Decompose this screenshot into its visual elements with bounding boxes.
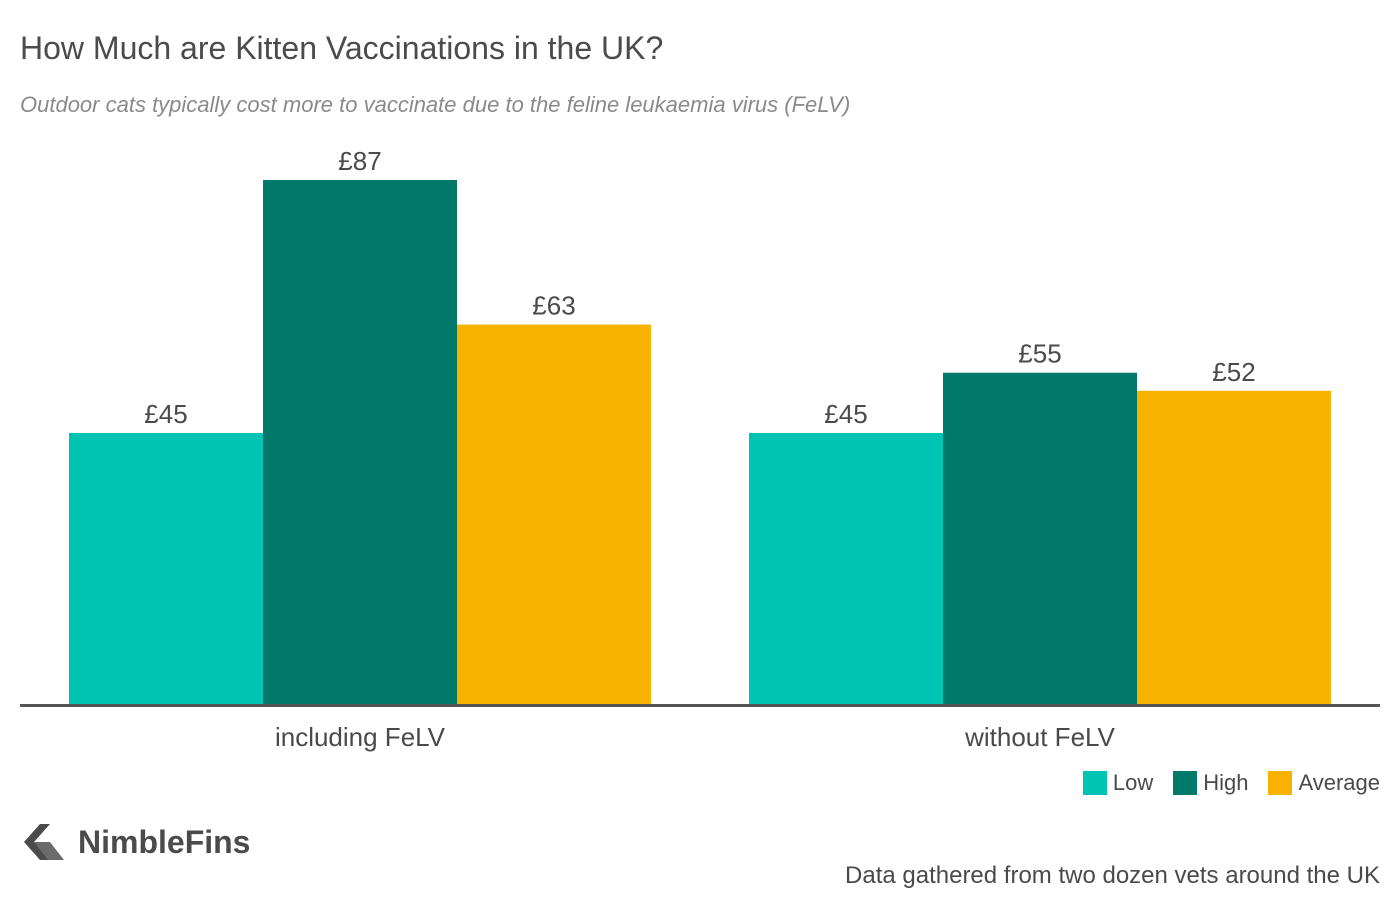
brand-logo: NimbleFins: [20, 822, 250, 862]
data-label-low-0: £45: [144, 399, 187, 429]
chart-title: How Much are Kitten Vaccinations in the …: [20, 30, 664, 66]
legend-label-high: High: [1203, 770, 1249, 795]
data-label-low-1: £45: [824, 399, 867, 429]
bar-high-0: [263, 180, 457, 704]
brand-name: NimbleFins: [78, 823, 251, 860]
legend-item-low: Low: [1082, 770, 1154, 796]
x-tick-label-1: without FeLV: [964, 722, 1115, 752]
bar-average-0: [457, 324, 651, 704]
data-label-high-1: £55: [1018, 339, 1061, 369]
legend-swatch-low: [1082, 771, 1107, 795]
legend-swatch-high: [1173, 771, 1198, 795]
bar-low-1: [749, 432, 943, 704]
legend-item-average: Average: [1268, 770, 1380, 796]
legend-swatch-average: [1268, 771, 1293, 795]
source-note: Data gathered from two dozen vets around…: [845, 862, 1380, 889]
data-label-high-0: £87: [338, 146, 381, 176]
bar-high-1: [943, 372, 1137, 704]
chart-subtitle: Outdoor cats typically cost more to vacc…: [20, 92, 851, 117]
legend-item-high: High: [1173, 770, 1248, 796]
legend-label-low: Low: [1112, 770, 1154, 795]
legend-label-average: Average: [1298, 770, 1380, 795]
bar-low-0: [69, 432, 263, 704]
bar-average-1: [1137, 390, 1331, 704]
data-label-average-0: £63: [532, 291, 575, 321]
x-tick-label-0: including FeLV: [275, 722, 446, 752]
data-label-average-1: £52: [1212, 357, 1255, 387]
legend: Low High Average: [1063, 770, 1380, 796]
nimblefins-logo-icon: [24, 824, 64, 860]
bar-chart: £45 £87 £63 including FeLV £45 £55 £52 without …: [20, 146, 1380, 752]
